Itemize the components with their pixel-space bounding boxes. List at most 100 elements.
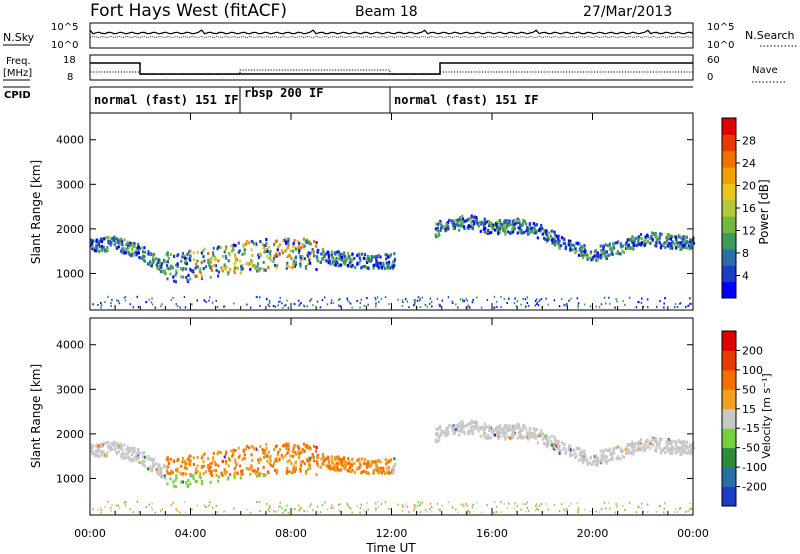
power-echo: [520, 303, 522, 306]
velocity-echo: [156, 471, 159, 475]
velocity-echo: [461, 422, 465, 426]
power-echo: [247, 262, 250, 266]
power-echo: [576, 241, 579, 245]
velocity-echo: [659, 505, 661, 508]
velocity-echo: [111, 442, 114, 446]
power-echo: [372, 255, 375, 259]
power-echo: [117, 241, 120, 245]
power-echo: [675, 246, 678, 250]
velocity-echo: [651, 436, 654, 440]
velocity-echo: [387, 471, 391, 475]
velocity-echo: [200, 479, 204, 483]
velocity-echo: [175, 508, 178, 511]
velocity-echo: [288, 459, 291, 463]
velocity-echo: [649, 446, 652, 450]
power-echo: [348, 263, 352, 267]
power-echo: [479, 229, 482, 233]
power-echo: [202, 267, 205, 271]
power-echo: [375, 257, 378, 261]
velocity-echo: [542, 441, 546, 445]
colorbar-tick-label: -200: [742, 481, 767, 494]
velocity-echo: [593, 459, 596, 463]
power-echo: [121, 251, 124, 255]
velocity-echo: [690, 443, 693, 447]
velocity-echo: [136, 447, 140, 451]
power-echo: [294, 261, 297, 265]
power-echo: [429, 297, 432, 300]
velocity-echo: [333, 457, 336, 461]
power-echo: [380, 264, 383, 268]
power-echo: [669, 243, 673, 247]
power-echo: [155, 257, 158, 261]
power-echo: [582, 245, 585, 249]
power-echo: [251, 254, 254, 258]
velocity-echo: [388, 508, 390, 511]
power-echo: [219, 246, 223, 250]
power-echo: [610, 252, 613, 256]
velocity-echo: [672, 446, 675, 450]
power-echo: [308, 258, 311, 262]
velocity-echo: [307, 456, 310, 460]
velocity-echo: [540, 428, 543, 432]
time-axis: 00:00 04:00 08:00 12:00 16:00 20:00 00:00: [74, 113, 709, 540]
velocity-echo: [535, 428, 539, 432]
velocity-echo: [550, 434, 553, 438]
colorbar-tick-label: 20: [742, 180, 756, 193]
power-echo: [189, 249, 192, 253]
velocity-echo: [500, 511, 502, 514]
power-echo: [128, 252, 131, 256]
power-echo: [680, 235, 683, 239]
power-echo: [338, 304, 340, 307]
power-echo: [414, 299, 416, 302]
power-echo: [330, 250, 333, 254]
power-echo: [126, 240, 129, 244]
velocity-echo: [261, 448, 264, 452]
velocity-echo: [683, 443, 687, 447]
power-echo: [111, 237, 114, 241]
velocity-echo: [259, 472, 263, 476]
x-tick-label: 04:00: [175, 527, 207, 540]
power-echo: [637, 300, 640, 303]
power-echo: [292, 259, 295, 263]
velocity-echo: [96, 448, 99, 452]
power-echo: [281, 251, 285, 255]
velocity-echo: [392, 465, 396, 469]
velocity-echo: [634, 441, 637, 445]
velocity-echo: [417, 501, 420, 504]
power-echo: [676, 305, 679, 308]
velocity-echo: [98, 450, 101, 454]
velocity-echo: [215, 473, 218, 477]
power-echo: [454, 222, 457, 226]
velocity-echo: [686, 451, 689, 455]
velocity-echo: [113, 444, 116, 448]
velocity-echo: [189, 472, 192, 476]
velocity-echo: [176, 467, 179, 471]
power-echo: [131, 252, 134, 256]
power-echo: [476, 221, 479, 225]
velocity-echo: [233, 467, 236, 471]
velocity-echo: [689, 450, 692, 454]
power-echo: [136, 242, 140, 246]
velocity-echo: [484, 427, 487, 431]
power-echo: [575, 249, 578, 253]
power-echo: [259, 304, 261, 307]
power-echo: [604, 243, 607, 247]
power-echo: [119, 239, 122, 243]
velocity-echo: [316, 505, 319, 508]
velocity-echo: [259, 445, 262, 449]
power-echo: [667, 233, 670, 237]
power-echo: [486, 220, 489, 224]
power-echo: [611, 247, 614, 251]
nsearch-trace: [89, 35, 694, 39]
velocity-echo: [345, 464, 348, 468]
power-echo: [372, 263, 375, 267]
velocity-echo: [265, 443, 268, 447]
velocity-echo: [362, 470, 365, 474]
power-echo: [583, 247, 586, 251]
power-echo: [540, 298, 543, 301]
power-echo: [105, 236, 108, 240]
power-echo: [560, 244, 563, 248]
power-echo: [315, 255, 318, 259]
power-echo: [632, 241, 635, 245]
power-echo: [92, 303, 94, 306]
